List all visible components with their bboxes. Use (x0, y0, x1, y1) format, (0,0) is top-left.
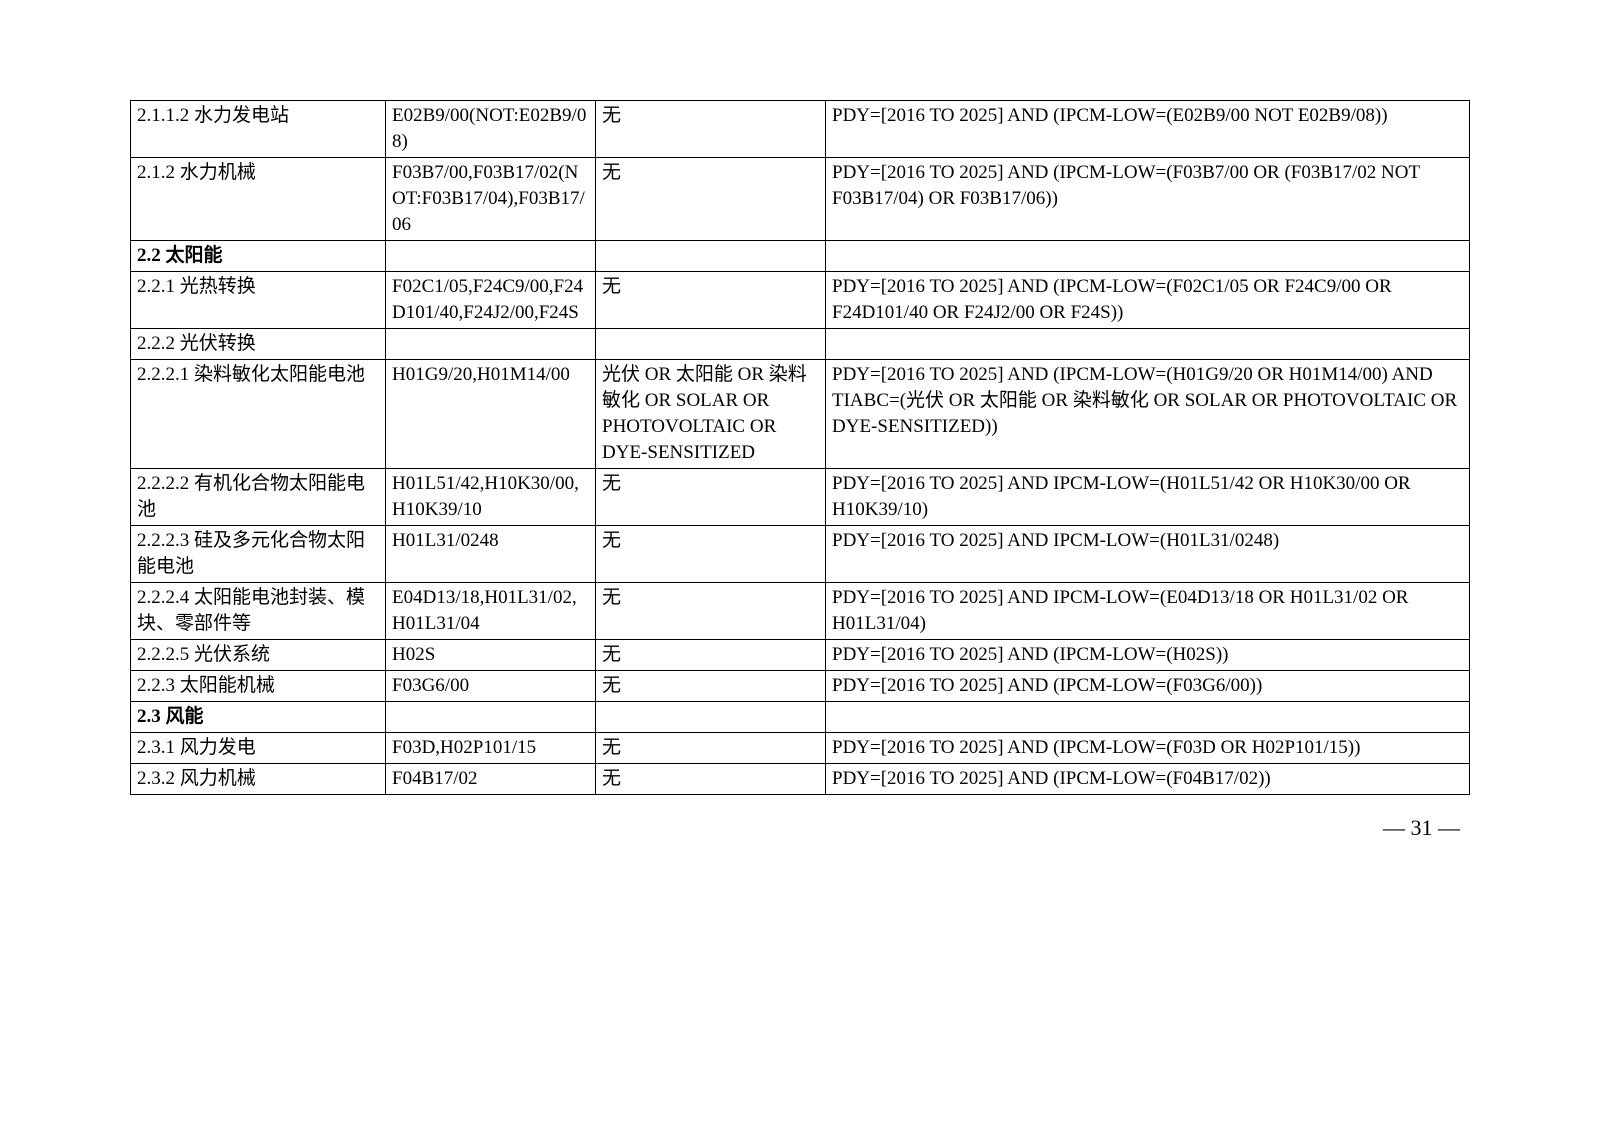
cell-col-1: 2.2.2.1 染料敏化太阳能电池 (131, 360, 386, 469)
cell-col-2: E02B9/00(NOT:E02B9/08) (386, 101, 596, 158)
cell-col-2: H01L31/0248 (386, 526, 596, 583)
table-row: 2.2.2.2 有机化合物太阳能电池H01L51/42,H10K30/00,H1… (131, 469, 1470, 526)
cell-col-3: 无 (596, 583, 826, 640)
table-row: 2.3.1 风力发电F03D,H02P101/15无PDY=[2016 TO 2… (131, 733, 1470, 764)
table-row: 2.2.2 光伏转换 (131, 329, 1470, 360)
cell-col-4 (826, 702, 1470, 733)
table-row: 2.2.2.5 光伏系统H02S无PDY=[2016 TO 2025] AND … (131, 640, 1470, 671)
cell-col-3 (596, 329, 826, 360)
classification-table: 2.1.1.2 水力发电站E02B9/00(NOT:E02B9/08)无PDY=… (130, 100, 1470, 795)
cell-col-3: 光伏 OR 太阳能 OR 染料敏化 OR SOLAR OR PHOTOVOLTA… (596, 360, 826, 469)
cell-col-1: 2.2.2 光伏转换 (131, 329, 386, 360)
cell-col-2: E04D13/18,H01L31/02,H01L31/04 (386, 583, 596, 640)
table-row: 2.2 太阳能 (131, 241, 1470, 272)
cell-col-2: F04B17/02 (386, 764, 596, 795)
cell-col-3: 无 (596, 469, 826, 526)
cell-col-4: PDY=[2016 TO 2025] AND (IPCM-LOW=(E02B9/… (826, 101, 1470, 158)
table-row: 2.2.2.1 染料敏化太阳能电池H01G9/20,H01M14/00光伏 OR… (131, 360, 1470, 469)
cell-col-2: F03G6/00 (386, 671, 596, 702)
cell-col-4: PDY=[2016 TO 2025] AND (IPCM-LOW=(F03G6/… (826, 671, 1470, 702)
cell-col-3: 无 (596, 640, 826, 671)
cell-col-2 (386, 329, 596, 360)
cell-col-1: 2.1.1.2 水力发电站 (131, 101, 386, 158)
document-page: 2.1.1.2 水力发电站E02B9/00(NOT:E02B9/08)无PDY=… (0, 0, 1600, 835)
cell-col-2 (386, 241, 596, 272)
cell-col-2: H02S (386, 640, 596, 671)
cell-col-1: 2.3.1 风力发电 (131, 733, 386, 764)
table-row: 2.1.2 水力机械F03B7/00,F03B17/02(NOT:F03B17/… (131, 158, 1470, 241)
cell-col-3: 无 (596, 671, 826, 702)
cell-col-2: H01L51/42,H10K30/00,H10K39/10 (386, 469, 596, 526)
table-row: 2.2.3 太阳能机械F03G6/00无PDY=[2016 TO 2025] A… (131, 671, 1470, 702)
cell-col-4: PDY=[2016 TO 2025] AND (IPCM-LOW=(H02S)) (826, 640, 1470, 671)
table-row: 2.1.1.2 水力发电站E02B9/00(NOT:E02B9/08)无PDY=… (131, 101, 1470, 158)
cell-col-3: 无 (596, 733, 826, 764)
table-row: 2.3 风能 (131, 702, 1470, 733)
table-row: 2.3.2 风力机械F04B17/02无PDY=[2016 TO 2025] A… (131, 764, 1470, 795)
cell-col-1: 2.2.2.3 硅及多元化合物太阳能电池 (131, 526, 386, 583)
cell-col-1: 2.2.2.4 太阳能电池封装、模块、零部件等 (131, 583, 386, 640)
cell-col-1: 2.2.1 光热转换 (131, 272, 386, 329)
cell-col-3 (596, 241, 826, 272)
cell-col-1: 2.2.2.2 有机化合物太阳能电池 (131, 469, 386, 526)
cell-col-4 (826, 241, 1470, 272)
cell-col-1: 2.3 风能 (131, 702, 386, 733)
cell-col-3: 无 (596, 101, 826, 158)
cell-col-4: PDY=[2016 TO 2025] AND (IPCM-LOW=(F03B7/… (826, 158, 1470, 241)
table-row: 2.2.2.3 硅及多元化合物太阳能电池H01L31/0248无PDY=[201… (131, 526, 1470, 583)
cell-col-3: 无 (596, 158, 826, 241)
cell-col-4: PDY=[2016 TO 2025] AND (IPCM-LOW=(F04B17… (826, 764, 1470, 795)
cell-col-2: H01G9/20,H01M14/00 (386, 360, 596, 469)
cell-col-3: 无 (596, 272, 826, 329)
cell-col-4: PDY=[2016 TO 2025] AND (IPCM-LOW=(F02C1/… (826, 272, 1470, 329)
cell-col-4: PDY=[2016 TO 2025] AND IPCM-LOW=(H01L31/… (826, 526, 1470, 583)
cell-col-4: PDY=[2016 TO 2025] AND (IPCM-LOW=(H01G9/… (826, 360, 1470, 469)
cell-col-4: PDY=[2016 TO 2025] AND (IPCM-LOW=(F03D O… (826, 733, 1470, 764)
cell-col-2 (386, 702, 596, 733)
cell-col-1: 2.3.2 风力机械 (131, 764, 386, 795)
cell-col-2: F03D,H02P101/15 (386, 733, 596, 764)
cell-col-1: 2.1.2 水力机械 (131, 158, 386, 241)
cell-col-4 (826, 329, 1470, 360)
cell-col-4: PDY=[2016 TO 2025] AND IPCM-LOW=(E04D13/… (826, 583, 1470, 640)
cell-col-4: PDY=[2016 TO 2025] AND IPCM-LOW=(H01L51/… (826, 469, 1470, 526)
cell-col-1: 2.2 太阳能 (131, 241, 386, 272)
cell-col-1: 2.2.2.5 光伏系统 (131, 640, 386, 671)
cell-col-2: F03B7/00,F03B17/02(NOT:F03B17/04),F03B17… (386, 158, 596, 241)
cell-col-3: 无 (596, 526, 826, 583)
cell-col-3: 无 (596, 764, 826, 795)
cell-col-3 (596, 702, 826, 733)
cell-col-1: 2.2.3 太阳能机械 (131, 671, 386, 702)
table-row: 2.2.1 光热转换F02C1/05,F24C9/00,F24D101/40,F… (131, 272, 1470, 329)
page-number: — 31 — (1383, 815, 1460, 841)
cell-col-2: F02C1/05,F24C9/00,F24D101/40,F24J2/00,F2… (386, 272, 596, 329)
table-row: 2.2.2.4 太阳能电池封装、模块、零部件等E04D13/18,H01L31/… (131, 583, 1470, 640)
